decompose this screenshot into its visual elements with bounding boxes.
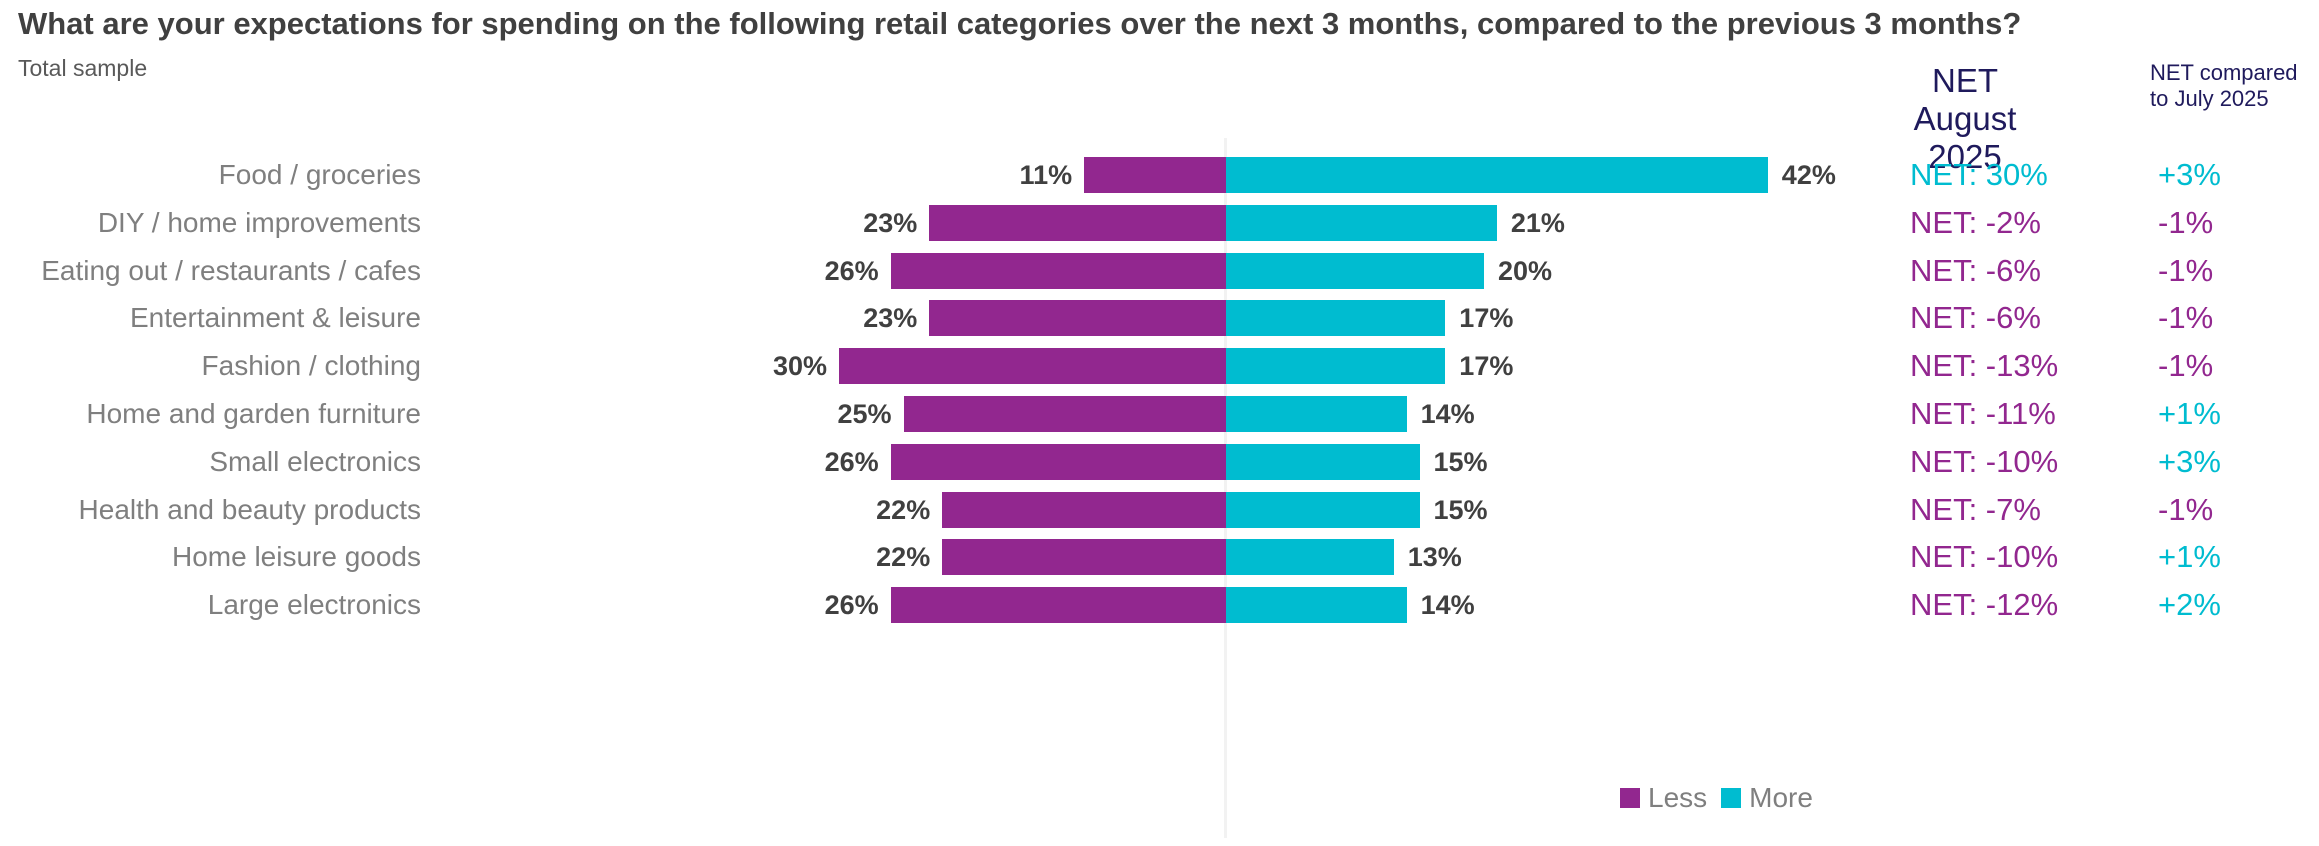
net-value: NET: -2% [1910, 205, 2041, 240]
bar-more [1226, 253, 1484, 289]
bar-less [942, 539, 1226, 575]
net-value: NET: -11% [1910, 396, 2056, 431]
net-change-value: +3% [2158, 157, 2221, 192]
bar-less-label: 26% [824, 256, 879, 286]
category-label: Food / groceries [218, 159, 421, 190]
chart-row: Food / groceries 11% 42% NET: 30% +3% [0, 157, 2319, 193]
chart-row: Home leisure goods 22% 13% NET: -10% +1% [0, 539, 2319, 575]
category-label: Home and garden furniture [86, 398, 421, 429]
net-change-value: -1% [2158, 348, 2214, 383]
legend-label-more: More [1749, 782, 1813, 813]
bar-less-label: 26% [824, 447, 879, 477]
bar-less-label: 26% [824, 590, 879, 620]
category-label: Eating out / restaurants / cafes [41, 255, 421, 286]
bar-less-label: 23% [863, 208, 918, 238]
net-value: NET: -6% [1910, 253, 2041, 288]
net-value: NET: -6% [1910, 300, 2041, 335]
chart-row: Fashion / clothing 30% 17% NET: -13% -1% [0, 348, 2319, 384]
bar-more [1226, 348, 1446, 384]
bar-more [1226, 587, 1407, 623]
bar-more [1226, 444, 1420, 480]
bar-more-label: 15% [1433, 495, 1488, 525]
zero-axis-line [1224, 138, 1227, 838]
chart-row: Eating out / restaurants / cafes 26% 20% NE… [0, 253, 2319, 289]
bar-more-label: 14% [1420, 590, 1475, 620]
bar-more-label: 14% [1420, 399, 1475, 429]
net-change-value: -1% [2158, 205, 2214, 240]
bar-less [1084, 157, 1226, 193]
category-label: Small electronics [209, 446, 421, 477]
bar-less [890, 253, 1226, 289]
chart-row: Home and garden furniture 25% 14% NET: -11%… [0, 396, 2319, 432]
legend-item-more: More [1721, 782, 1813, 814]
category-label: Home leisure goods [171, 541, 421, 572]
bar-less [890, 587, 1226, 623]
bar-less [839, 348, 1226, 384]
bar-more [1226, 539, 1394, 575]
bar-less-label: 23% [863, 303, 918, 333]
net-change-value: +3% [2158, 444, 2221, 479]
bar-more [1226, 205, 1497, 241]
bar-less [929, 205, 1226, 241]
bar-less-label: 22% [876, 495, 931, 525]
chart-row: Health and beauty products 22% 15% NET: -7%… [0, 492, 2319, 528]
chart-legend: Less More [1620, 780, 1827, 816]
net-value: NET: -7% [1910, 492, 2041, 527]
bar-less-label: 25% [837, 399, 892, 429]
bar-less [903, 396, 1226, 432]
chart-subtitle: Total sample [18, 55, 148, 81]
chart-title: What are your expectations for spending … [18, 6, 2022, 41]
net-change-value: +1% [2158, 539, 2221, 574]
legend-swatch-more [1721, 788, 1742, 808]
net-change-value: -1% [2158, 300, 2214, 335]
bar-more-label: 15% [1433, 447, 1488, 477]
bar-more [1226, 396, 1407, 432]
bar-more-label: 17% [1459, 351, 1514, 381]
bar-more-label: 20% [1498, 256, 1553, 286]
net-change-value: -1% [2158, 253, 2214, 288]
bar-more-label: 17% [1459, 303, 1514, 333]
bar-less [890, 444, 1226, 480]
net-change-value: +2% [2158, 587, 2221, 622]
legend-item-less: Less [1620, 782, 1707, 814]
chart-row: Small electronics 26% 15% NET: -10% +3% [0, 444, 2319, 480]
bar-more [1226, 157, 1768, 193]
bar-more-label: 21% [1510, 208, 1565, 238]
net-value: NET: -12% [1910, 587, 2059, 622]
category-label: DIY / home improvements [97, 207, 421, 238]
net-value: NET: -13% [1910, 348, 2059, 383]
net-value: NET: -10% [1910, 444, 2059, 479]
net-column-header: NET August 2025 [1913, 62, 2017, 175]
bar-more-label: 42% [1781, 160, 1836, 190]
bar-more-label: 13% [1407, 542, 1462, 572]
change-column-header: NET compared to July 2025 [2150, 60, 2298, 111]
bar-less-label: 30% [772, 351, 827, 381]
bar-less [942, 492, 1226, 528]
bar-less [929, 300, 1226, 336]
category-label: Fashion / clothing [201, 350, 421, 381]
net-value: NET: 30% [1910, 157, 2048, 192]
chart-row: DIY / home improvements 23% 21% NET: -2% -1% [0, 205, 2319, 241]
bar-less-label: 22% [876, 542, 931, 572]
chart-row: Entertainment & leisure 23% 17% NET: -6% -1% [0, 300, 2319, 336]
bar-more [1226, 300, 1446, 336]
net-value: NET: -10% [1910, 539, 2059, 574]
legend-swatch-less [1620, 788, 1640, 808]
category-label: Health and beauty products [78, 494, 421, 525]
legend-label-less: Less [1648, 782, 1708, 813]
net-change-value: +1% [2158, 396, 2221, 431]
bar-less-label: 11% [1019, 160, 1073, 190]
category-label: Large electronics [207, 589, 421, 620]
chart-row: Large electronics 26% 14% NET: -12% +2% [0, 587, 2319, 623]
category-label: Entertainment & leisure [129, 302, 421, 333]
net-change-value: -1% [2158, 492, 2214, 527]
bar-more [1226, 492, 1420, 528]
